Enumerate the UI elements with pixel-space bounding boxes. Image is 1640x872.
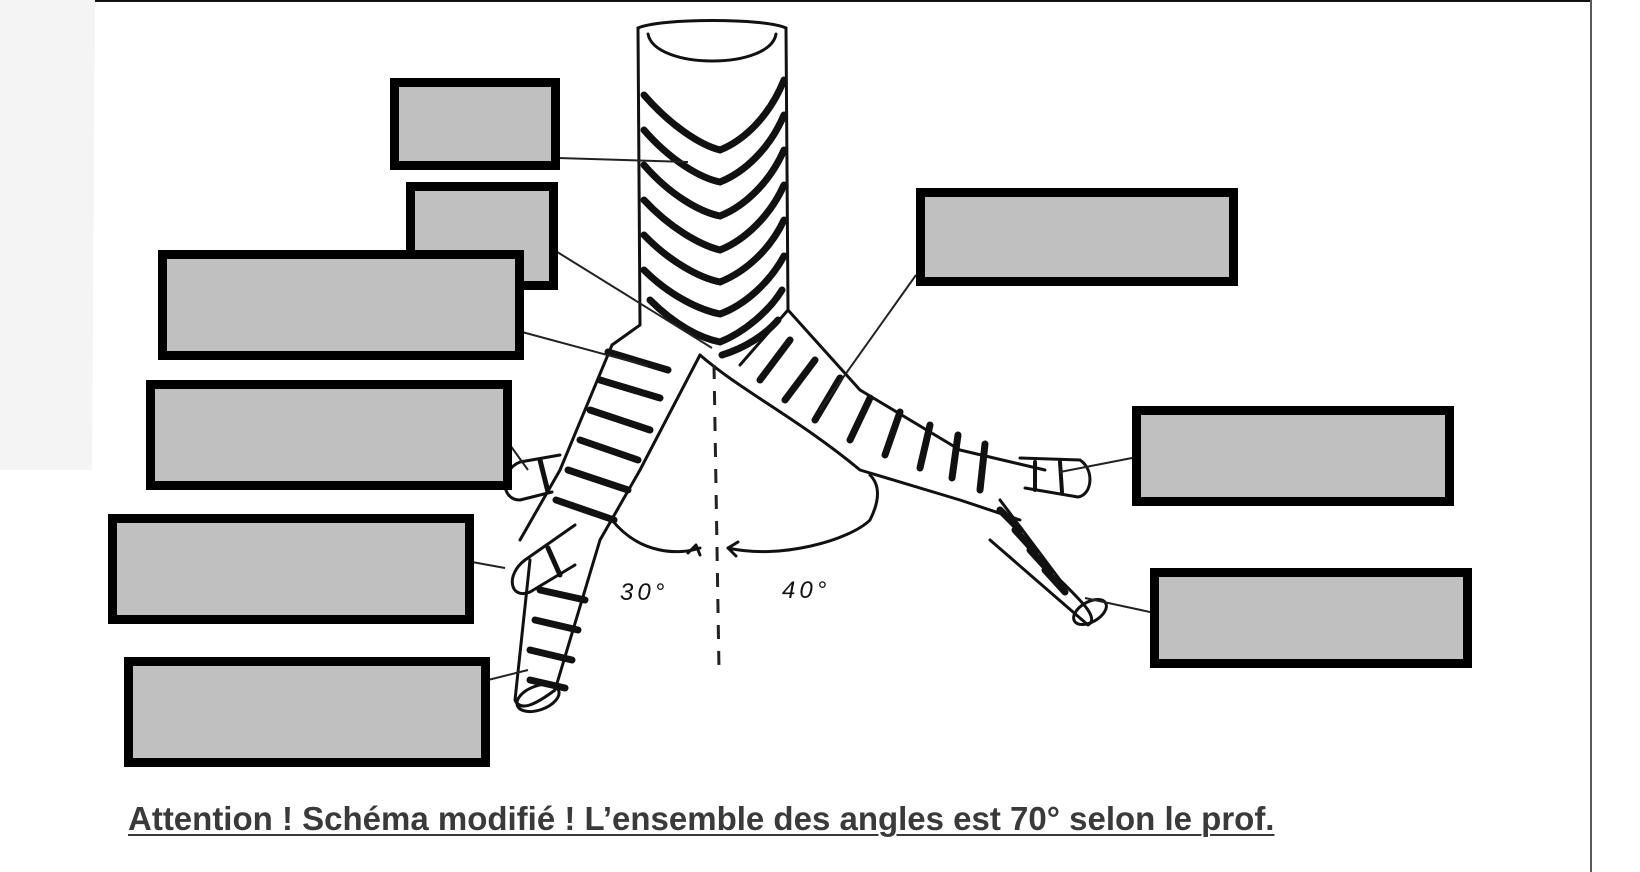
- label-box-left-upper-lobe-bronchus[interactable]: [1132, 406, 1454, 506]
- label-box-right-lower-lobe-bronchus[interactable]: [124, 657, 490, 767]
- leader-right-lower-lobe: [487, 669, 529, 681]
- left-bronchus-rings: [756, 336, 1069, 596]
- label-box-left-lower-lobe-bronchus[interactable]: [1150, 568, 1472, 668]
- trachea-left-wall: [610, 26, 642, 347]
- right-branch-rings: [537, 457, 563, 578]
- right-lower-lobe-branch: [513, 538, 602, 708]
- left-upper-branch-rings: [1033, 460, 1064, 494]
- tracheal-rings: [640, 76, 788, 359]
- vertical-axis-dashed-line: [712, 364, 721, 671]
- right-bronchus-rings: [526, 348, 672, 692]
- left-upper-lobe-branch: [1018, 456, 1092, 499]
- top-border: [0, 0, 1590, 2]
- label-box-right-upper-lobe-bronchus[interactable]: [146, 380, 512, 490]
- leader-left-upper-lobe: [1059, 457, 1133, 473]
- label-box-right-main-bronchus[interactable]: [158, 250, 524, 360]
- angle-30-label: 30°: [620, 579, 668, 606]
- diagram-caption: Attention ! Schéma modifié ! L’ensemble …: [128, 800, 1275, 837]
- right-lower-lobe-opening: [515, 682, 561, 714]
- leader-lines: [471, 157, 1151, 681]
- leader-right-main-bronchus: [521, 331, 649, 367]
- left-bronchus-lower-wall: [698, 353, 1022, 522]
- left-angle-arrowhead: [726, 540, 740, 558]
- label-box-right-middle-lobe-bronchus[interactable]: [108, 514, 474, 624]
- left-angle-arc: [726, 473, 879, 554]
- leader-carina: [553, 249, 713, 349]
- faint-background-shape: [0, 0, 95, 470]
- leader-right-upper-lobe: [509, 444, 529, 471]
- leader-left-lower-lobe: [1084, 597, 1151, 613]
- angle-40-label: 40°: [782, 577, 830, 604]
- trachea-top-edge: [636, 19, 788, 30]
- right-bronchus-outer-wall: [518, 343, 614, 542]
- leader-right-middle-lobe: [471, 561, 506, 569]
- trachea-top-lumen: [646, 32, 778, 63]
- label-box-left-main-bronchus[interactable]: [916, 188, 1238, 286]
- right-border: [1590, 0, 1592, 872]
- leader-trachea: [557, 157, 689, 163]
- right-angle-arrowhead: [686, 543, 702, 557]
- left-bronchus-upper-wall: [786, 308, 1047, 472]
- right-angle-arc: [610, 518, 702, 554]
- label-box-trachea[interactable]: [390, 78, 560, 170]
- right-upper-lobe-branch: [503, 453, 562, 502]
- leader-left-main-bronchus: [819, 274, 917, 411]
- right-middle-lobe-branch: [510, 523, 577, 595]
